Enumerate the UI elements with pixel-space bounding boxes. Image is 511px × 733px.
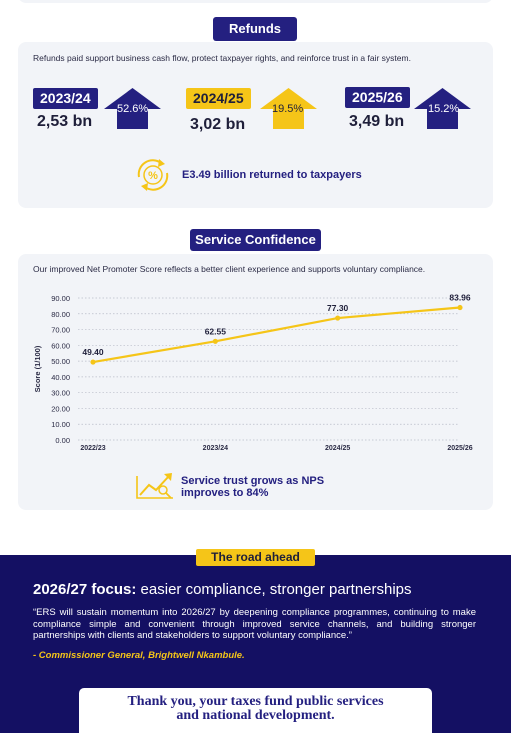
service-callout-line2: improves to 84%: [181, 487, 269, 499]
x-tick-label: 2025/26: [447, 445, 472, 452]
focus-heading-rest: easier compliance, stronger partnerships: [136, 581, 412, 598]
thank-you-line1: Thank you, your taxes fund public servic…: [127, 694, 384, 709]
growth-chart-icon: [136, 473, 173, 499]
data-label: 62.55: [205, 326, 227, 336]
service-callout-line1: Service trust grows as NPS: [181, 475, 325, 487]
quote-attribution: - Commissioner General, Brightwell Nkamb…: [33, 650, 245, 661]
y-tick-label: 10.00: [51, 420, 70, 429]
percent-refresh-icon: %: [137, 159, 169, 191]
refunds-callout-text: E3.49 billion returned to taxpayers: [182, 169, 362, 181]
refund-amount-2025-26: 3,49 bn: [349, 113, 405, 130]
refund-change-2024-25: 19.5%: [272, 103, 304, 115]
series-line: [92, 306, 461, 364]
y-tick-label: 60.00: [51, 341, 70, 350]
y-axis-label: Score (1/100): [33, 345, 42, 392]
refunds-intro: Refunds paid support business cash flow,…: [33, 53, 411, 63]
refund-year-2025-26: 2025/26: [345, 87, 410, 108]
refund-change-2025-26: 15.2%: [428, 103, 460, 115]
data-label: 77.30: [327, 303, 349, 313]
thank-you-banner: Thank you, your taxes fund public servic…: [79, 688, 432, 733]
x-tick-label: 2024/25: [325, 445, 350, 452]
refund-year-2024-25: 2024/25: [186, 88, 251, 109]
y-tick-label: 20.00: [51, 404, 70, 413]
y-tick-label: 70.00: [51, 326, 70, 335]
y-tick-label: 0.00: [55, 436, 70, 445]
y-tick-label: 80.00: [51, 310, 70, 319]
refund-amount-2024-25: 3,02 bn: [190, 116, 246, 133]
up-arrow-icon: [260, 88, 317, 129]
refunds-card: [18, 42, 493, 208]
y-tick-label: 30.00: [51, 389, 70, 398]
data-label: 49.40: [82, 347, 104, 357]
data-point: [335, 315, 341, 321]
refunds-title: Refunds: [213, 17, 297, 41]
y-tick-label: 40.00: [51, 373, 70, 382]
data-point: [90, 359, 96, 365]
focus-heading-bold: 2026/27 focus:: [33, 581, 137, 598]
refund-amount-2023-24: 2,53 bn: [37, 113, 93, 130]
service-confidence-card: [18, 254, 493, 510]
x-tick-label: 2022/23: [80, 445, 105, 452]
service-confidence-intro: Our improved Net Promoter Score reflects…: [33, 264, 426, 274]
up-arrow-icon: [104, 88, 161, 129]
up-arrow-icon: [414, 88, 471, 129]
previous-section-card: [18, 0, 493, 3]
y-tick-label: 90.00: [51, 294, 70, 303]
svg-text:%: %: [148, 170, 158, 182]
data-label: 83.96: [449, 293, 471, 303]
x-tick-label: 2023/24: [203, 445, 228, 452]
focus-heading: 2026/27 focus: easier compliance, strong…: [33, 581, 412, 598]
data-point: [457, 304, 463, 311]
refund-change-2023-24: 52.6%: [117, 103, 149, 115]
thank-you-line2: and national development.: [176, 708, 335, 723]
refund-year-2023-24: 2023/24: [33, 88, 98, 109]
data-point: [212, 338, 218, 344]
nps-line-chart: 0.00 10.00 20.00 30.00 40.00 50.00 60.00 70.00 8…: [33, 293, 473, 452]
service-confidence-title: Service Confidence: [190, 229, 321, 251]
road-ahead-title: The road ahead: [196, 549, 315, 566]
y-tick-label: 50.00: [51, 357, 70, 366]
commissioner-quote: “ERS will sustain momentum into 2026/27 …: [33, 607, 476, 641]
